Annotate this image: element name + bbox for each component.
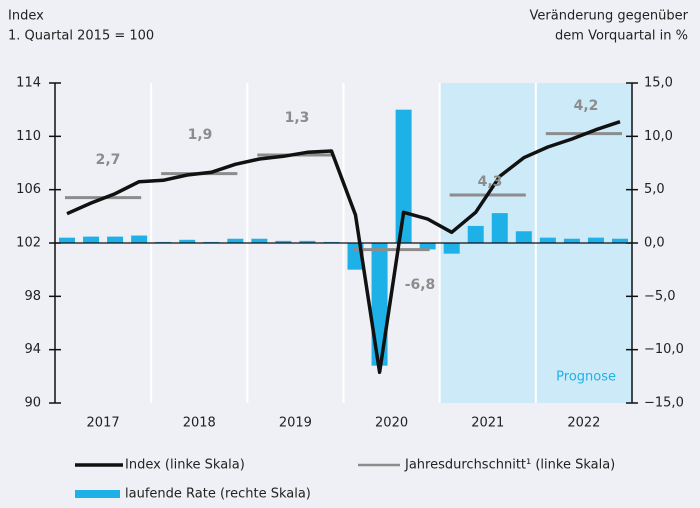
annotation: 4,3 bbox=[478, 174, 503, 190]
y-tick-label: 98 bbox=[24, 289, 41, 304]
legend-swatch bbox=[75, 490, 120, 498]
right-axis-title: dem Vorquartal in % bbox=[555, 29, 688, 44]
y2-tick-label: 5,0 bbox=[644, 182, 665, 197]
bar bbox=[467, 225, 484, 243]
annotation: 1,9 bbox=[188, 127, 213, 143]
y-tick-label: 110 bbox=[16, 129, 41, 144]
y2-tick-label: −5,0 bbox=[644, 289, 676, 304]
x-tick-label: 2021 bbox=[471, 416, 504, 431]
legend-label: laufende Rate (rechte Skala) bbox=[125, 487, 311, 502]
bar bbox=[251, 238, 268, 243]
y-tick-label: 102 bbox=[16, 236, 41, 251]
x-tick-label: 2017 bbox=[87, 416, 120, 431]
bar bbox=[227, 238, 244, 243]
y2-tick-label: 10,0 bbox=[644, 129, 673, 144]
bar bbox=[419, 243, 436, 250]
right-axis-title: Veränderung gegenüber bbox=[530, 9, 689, 24]
annotation: 1,3 bbox=[285, 110, 310, 126]
x-tick-label: 2022 bbox=[567, 416, 600, 431]
bar bbox=[59, 237, 76, 243]
x-tick-label: 2020 bbox=[375, 416, 408, 431]
legend-label: Index (linke Skala) bbox=[125, 458, 245, 473]
legend-label: Jahresdurchschnitt¹ (linke Skala) bbox=[404, 458, 615, 473]
y-tick-label: 90 bbox=[24, 396, 41, 411]
x-tick-label: 2018 bbox=[183, 416, 216, 431]
x-tick-label: 2019 bbox=[279, 416, 312, 431]
bar bbox=[131, 235, 148, 243]
left-axis-title: Index bbox=[8, 9, 44, 24]
y-tick-label: 106 bbox=[16, 182, 41, 197]
y2-tick-label: −10,0 bbox=[644, 342, 684, 357]
bar bbox=[563, 238, 580, 243]
bar bbox=[395, 109, 412, 244]
y2-tick-label: −15,0 bbox=[644, 396, 684, 411]
annotation: 2,7 bbox=[96, 152, 121, 168]
bar bbox=[275, 240, 292, 243]
index-line bbox=[66, 120, 621, 375]
bar bbox=[515, 231, 532, 243]
bar bbox=[83, 236, 100, 243]
bar bbox=[299, 240, 316, 243]
y2-tick-label: 0,0 bbox=[644, 236, 665, 251]
bar bbox=[371, 243, 388, 366]
annotation: -6,8 bbox=[405, 277, 436, 293]
left-axis-title: 1. Quartal 2015 = 100 bbox=[8, 29, 154, 44]
y-tick-label: 114 bbox=[16, 76, 41, 91]
annotation: 4,2 bbox=[574, 98, 599, 114]
bar bbox=[179, 239, 196, 243]
y2-tick-label: 15,0 bbox=[644, 76, 673, 91]
bar bbox=[539, 237, 556, 243]
bar bbox=[107, 236, 124, 243]
bar bbox=[443, 243, 460, 254]
bar bbox=[587, 237, 604, 243]
forecast-label: Prognose bbox=[556, 370, 616, 385]
y-tick-label: 94 bbox=[24, 342, 41, 357]
bar bbox=[611, 238, 628, 243]
bar bbox=[491, 213, 508, 243]
